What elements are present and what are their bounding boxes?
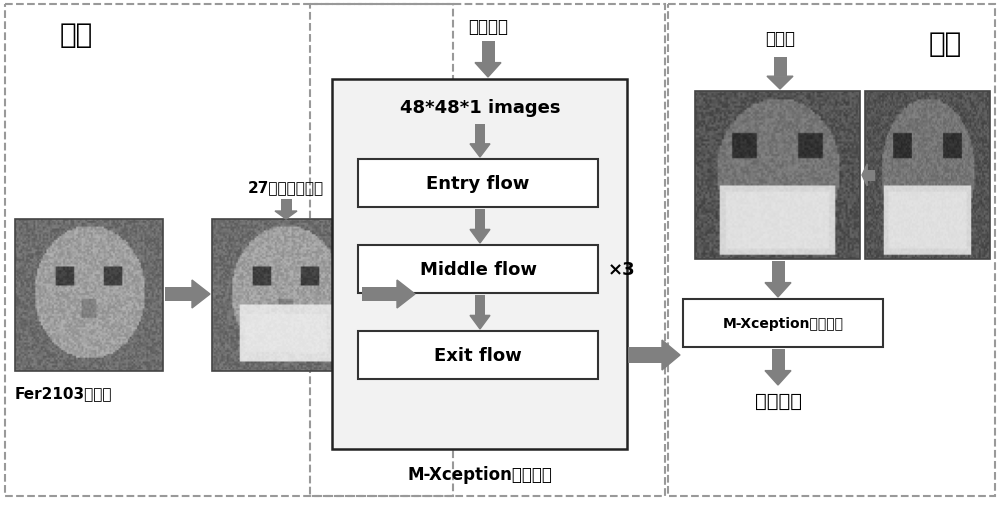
Bar	[5, 5, 453, 496]
Text: Exit flow: Exit flow	[434, 346, 522, 364]
Polygon shape	[862, 165, 867, 187]
Bar	[280, 199, 292, 212]
Polygon shape	[765, 371, 791, 385]
Bar	[475, 210, 485, 230]
Bar	[867, 170, 875, 181]
Bar	[668, 5, 995, 496]
Text: 中性表情: 中性表情	[755, 391, 802, 410]
Bar	[683, 299, 883, 347]
Polygon shape	[397, 280, 415, 309]
Polygon shape	[275, 212, 297, 220]
Bar	[358, 245, 598, 293]
Polygon shape	[470, 230, 490, 243]
Text: 预处理: 预处理	[765, 30, 795, 48]
Bar	[358, 331, 598, 379]
Text: Entry flow: Entry flow	[426, 175, 530, 192]
Bar	[310, 5, 665, 496]
Polygon shape	[765, 283, 791, 297]
Bar	[362, 287, 397, 301]
Text: Fer2103数据集: Fer2103数据集	[15, 385, 112, 400]
Text: M-Xception模型权重: M-Xception模型权重	[722, 316, 844, 330]
Text: Middle flow: Middle flow	[420, 261, 536, 278]
Bar	[695, 92, 860, 260]
Bar	[212, 220, 360, 371]
Polygon shape	[470, 144, 490, 158]
Polygon shape	[662, 340, 680, 370]
Bar	[15, 220, 163, 371]
Polygon shape	[470, 316, 490, 329]
Bar	[475, 295, 485, 316]
Bar	[165, 287, 192, 301]
Polygon shape	[475, 64, 501, 78]
Bar	[772, 349, 784, 371]
Text: 训练: 训练	[60, 21, 93, 49]
Bar	[772, 262, 784, 283]
Text: 48*48*1 images: 48*48*1 images	[400, 99, 560, 117]
Text: 测试: 测试	[929, 30, 962, 58]
Text: ×3: ×3	[608, 261, 636, 278]
Text: 27个关键点检测: 27个关键点检测	[248, 180, 324, 194]
Polygon shape	[192, 280, 210, 309]
Bar	[774, 58, 786, 77]
Polygon shape	[767, 77, 793, 90]
Bar	[358, 160, 598, 208]
Bar	[475, 125, 485, 144]
Bar	[628, 347, 662, 363]
Bar	[865, 92, 990, 260]
Text: M-Xception网络结构: M-Xception网络结构	[408, 465, 552, 483]
Bar	[332, 80, 627, 449]
Text: 表情标签: 表情标签	[468, 18, 508, 36]
Bar	[482, 42, 494, 64]
